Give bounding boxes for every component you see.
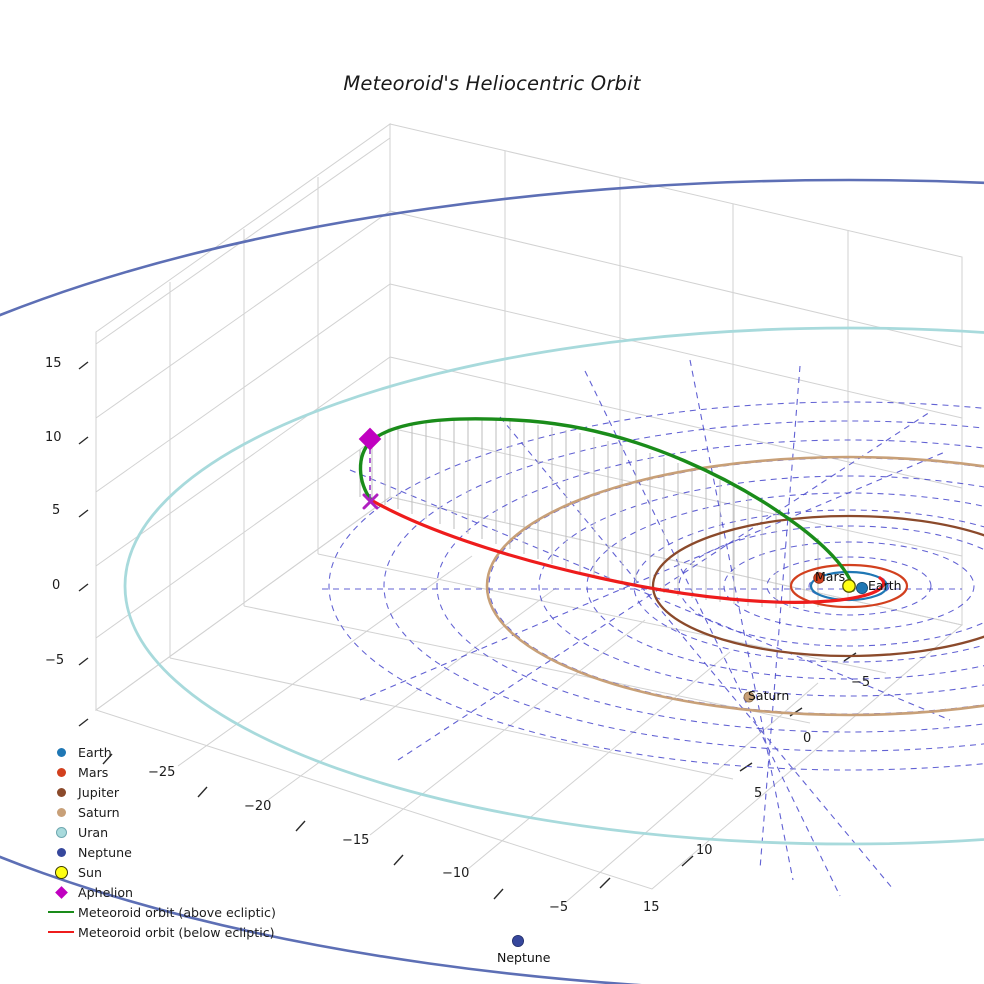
legend-label: Neptune bbox=[78, 844, 132, 860]
y-tick-label: −5 bbox=[851, 675, 871, 690]
y-tick-label: 10 bbox=[696, 843, 713, 858]
z-tick-label: 10 bbox=[45, 430, 62, 445]
aphelion-marker-icon bbox=[44, 885, 78, 899]
z-tick-label: 5 bbox=[52, 503, 61, 518]
z-tick-label: 0 bbox=[52, 578, 61, 593]
jupiter-marker-icon bbox=[44, 787, 78, 797]
orbit-stem-lines bbox=[359, 419, 819, 608]
legend-label: Meteoroid orbit (below ecliptic) bbox=[78, 924, 275, 940]
marker-neptune bbox=[512, 935, 525, 948]
legend: Earth Mars Jupiter Saturn Uran Neptune S… bbox=[44, 742, 294, 942]
meteoroid-orbit-below-ecliptic bbox=[369, 498, 886, 604]
legend-label: Sun bbox=[78, 864, 102, 880]
saturn-orbit bbox=[485, 455, 984, 717]
green-line-icon bbox=[44, 911, 78, 913]
legend-item-orbit-below: Meteoroid orbit (below ecliptic) bbox=[44, 922, 294, 942]
legend-item-uran: Uran bbox=[44, 822, 294, 842]
marker-sun bbox=[842, 579, 856, 593]
polar-grid-radial bbox=[322, 359, 962, 897]
x-tick-label: −20 bbox=[244, 799, 272, 814]
z-tick-label: 15 bbox=[45, 356, 62, 371]
legend-item-earth: Earth bbox=[44, 742, 294, 762]
z-tick-label: −5 bbox=[45, 653, 65, 668]
x-tick-label: −10 bbox=[442, 866, 470, 881]
legend-item-orbit-above: Meteoroid orbit (above ecliptic) bbox=[44, 902, 294, 922]
y-tick-label: 5 bbox=[754, 786, 763, 801]
y-tick-label: 15 bbox=[643, 900, 660, 915]
legend-label: Uran bbox=[78, 824, 109, 840]
red-line-icon bbox=[44, 931, 78, 933]
page-title: Meteoroid's Heliocentric Orbit bbox=[343, 72, 641, 95]
legend-item-jupiter: Jupiter bbox=[44, 782, 294, 802]
marker-earth bbox=[856, 582, 869, 595]
body-markers bbox=[512, 572, 869, 948]
marker-saturn bbox=[743, 691, 755, 703]
legend-label: Meteoroid orbit (above ecliptic) bbox=[78, 904, 276, 920]
earth-marker-icon bbox=[44, 747, 78, 757]
uran-marker-icon bbox=[44, 826, 78, 838]
label-mars: Mars bbox=[815, 569, 846, 584]
mars-marker-icon bbox=[44, 767, 78, 777]
uran-orbit bbox=[123, 326, 984, 846]
legend-item-aphelion: Aphelion bbox=[44, 882, 294, 902]
legend-label: Saturn bbox=[78, 804, 120, 820]
label-neptune: Neptune bbox=[497, 950, 551, 965]
legend-item-neptune: Neptune bbox=[44, 842, 294, 862]
marker-mars bbox=[813, 572, 825, 584]
x-tick-label: −5 bbox=[549, 900, 569, 915]
label-earth: Earth bbox=[868, 578, 902, 593]
legend-label: Mars bbox=[78, 764, 109, 780]
legend-label: Aphelion bbox=[78, 884, 134, 900]
x-tick-label: −25 bbox=[148, 765, 176, 780]
legend-label: Earth bbox=[78, 744, 112, 760]
y-tick-label: 0 bbox=[803, 731, 812, 746]
saturn-marker-icon bbox=[44, 807, 78, 817]
legend-item-saturn: Saturn bbox=[44, 802, 294, 822]
neptune-orbit bbox=[0, 178, 984, 984]
legend-label: Jupiter bbox=[78, 784, 120, 800]
mars-orbit bbox=[789, 563, 909, 609]
sun-marker-icon bbox=[44, 865, 78, 879]
jupiter-orbit bbox=[651, 514, 984, 658]
planet-orbits bbox=[0, 178, 984, 984]
aphelion-marker bbox=[358, 427, 382, 451]
label-saturn: Saturn bbox=[748, 688, 790, 703]
axis-tick-marks bbox=[78, 361, 857, 900]
neptune-marker-icon bbox=[44, 847, 78, 857]
x-tick-label: −15 bbox=[342, 833, 370, 848]
legend-item-mars: Mars bbox=[44, 762, 294, 782]
legend-item-sun: Sun bbox=[44, 862, 294, 882]
meteoroid-orbit-above-ecliptic bbox=[369, 417, 855, 592]
aphelion-projection-x-marker bbox=[362, 493, 379, 510]
